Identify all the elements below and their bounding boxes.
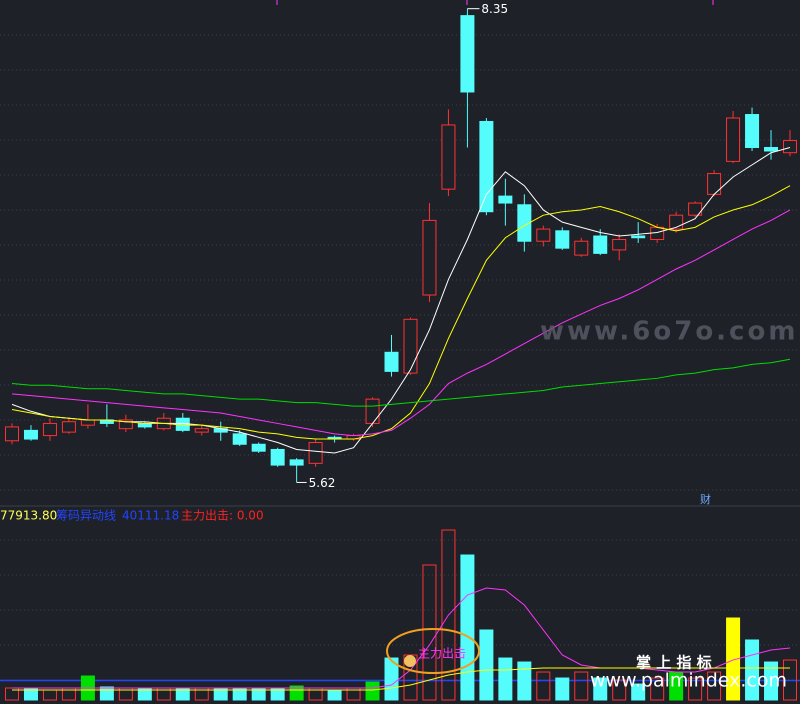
- candle-body: [536, 228, 551, 242]
- low-label: 5.62: [309, 476, 336, 490]
- volume-bar: [384, 657, 399, 701]
- volume-bar: [745, 639, 760, 701]
- volume-bar: [688, 677, 703, 701]
- volume-bar: [517, 661, 532, 701]
- candle-body: [42, 422, 57, 437]
- candle-body: [498, 195, 513, 204]
- candle-body: [555, 230, 570, 249]
- candle-body: [631, 235, 646, 239]
- signal-circle: [386, 628, 480, 674]
- volume-bar: [555, 677, 570, 701]
- volume-bar: [422, 564, 437, 701]
- volume-bar: [327, 689, 342, 701]
- volume-bar: [764, 661, 779, 701]
- candle-body: [764, 147, 779, 152]
- candle-body: [137, 422, 152, 428]
- candle-body: [118, 419, 133, 430]
- overlay: 主力出击 掌 上 指 标 www.palmindex.com: [386, 628, 787, 692]
- price-panel: 8.35 5.62: [5, 2, 797, 490]
- candle-body: [270, 448, 285, 466]
- candle-body: [612, 238, 627, 251]
- moving-average: [11, 209, 791, 437]
- candle-body: [61, 421, 76, 433]
- candle-body: [5, 426, 19, 442]
- candle-body: [308, 442, 323, 464]
- volume-bar: [365, 681, 380, 701]
- candle-body: [422, 219, 437, 296]
- volume-bar: [536, 671, 551, 701]
- candle-body: [23, 429, 38, 440]
- finance-marker: 财: [700, 492, 711, 506]
- candle-body: [232, 433, 247, 445]
- candle-body: [726, 117, 741, 162]
- candle-body: [574, 240, 589, 256]
- candle-body: [479, 120, 494, 213]
- candle-body: [403, 318, 418, 374]
- candle-body: [80, 419, 95, 426]
- high-label: 8.35: [481, 2, 508, 16]
- candle-body: [365, 398, 380, 424]
- candle-body: [745, 114, 760, 149]
- money-bag-icon: [404, 655, 416, 667]
- candle-body: [783, 140, 797, 154]
- volume-panel: [0, 529, 800, 701]
- candle-body: [707, 173, 722, 195]
- volume-bar: [479, 629, 494, 701]
- watermark: www.palmindex.com: [590, 670, 787, 692]
- volume-bar: [460, 554, 475, 701]
- candle-body: [441, 124, 456, 190]
- volume-bar: [783, 659, 797, 701]
- candle-body: [194, 428, 209, 433]
- candle-body: [593, 235, 608, 254]
- ref-line-name: 筹码异动线: [56, 509, 116, 523]
- moving-average: [11, 147, 791, 454]
- volume-average: [12, 667, 790, 691]
- volume-bar: [441, 529, 456, 701]
- volume-value: 77913.80: [0, 509, 57, 523]
- candle-body: [688, 202, 703, 216]
- volume-bar: [99, 686, 114, 701]
- candle-body: [384, 351, 399, 372]
- moving-average: [11, 358, 791, 407]
- volume-bar: [726, 617, 741, 701]
- volume-bar: [403, 654, 418, 701]
- volume-average: [12, 587, 791, 689]
- candle-body: [251, 443, 266, 452]
- candle-body: [517, 204, 532, 242]
- volume-bar: [650, 677, 665, 701]
- volume-bar: [593, 677, 608, 701]
- ref-line-value: 40111.18: [122, 509, 179, 523]
- candle-body: [460, 15, 475, 93]
- watermark: 掌 上 指 标: [636, 654, 712, 672]
- volume-bar: [631, 683, 646, 701]
- watermark: www.6o7o.com: [540, 317, 798, 347]
- signal-label: 主力出击: [418, 647, 466, 661]
- volume-bar: [498, 657, 513, 701]
- signal-header: 主力出击: 0.00: [181, 509, 264, 523]
- candle-body: [289, 459, 304, 466]
- volume-bar: [707, 671, 722, 701]
- volume-bar: [574, 671, 589, 701]
- volume-bar: [612, 679, 627, 701]
- moving-average: [11, 185, 791, 440]
